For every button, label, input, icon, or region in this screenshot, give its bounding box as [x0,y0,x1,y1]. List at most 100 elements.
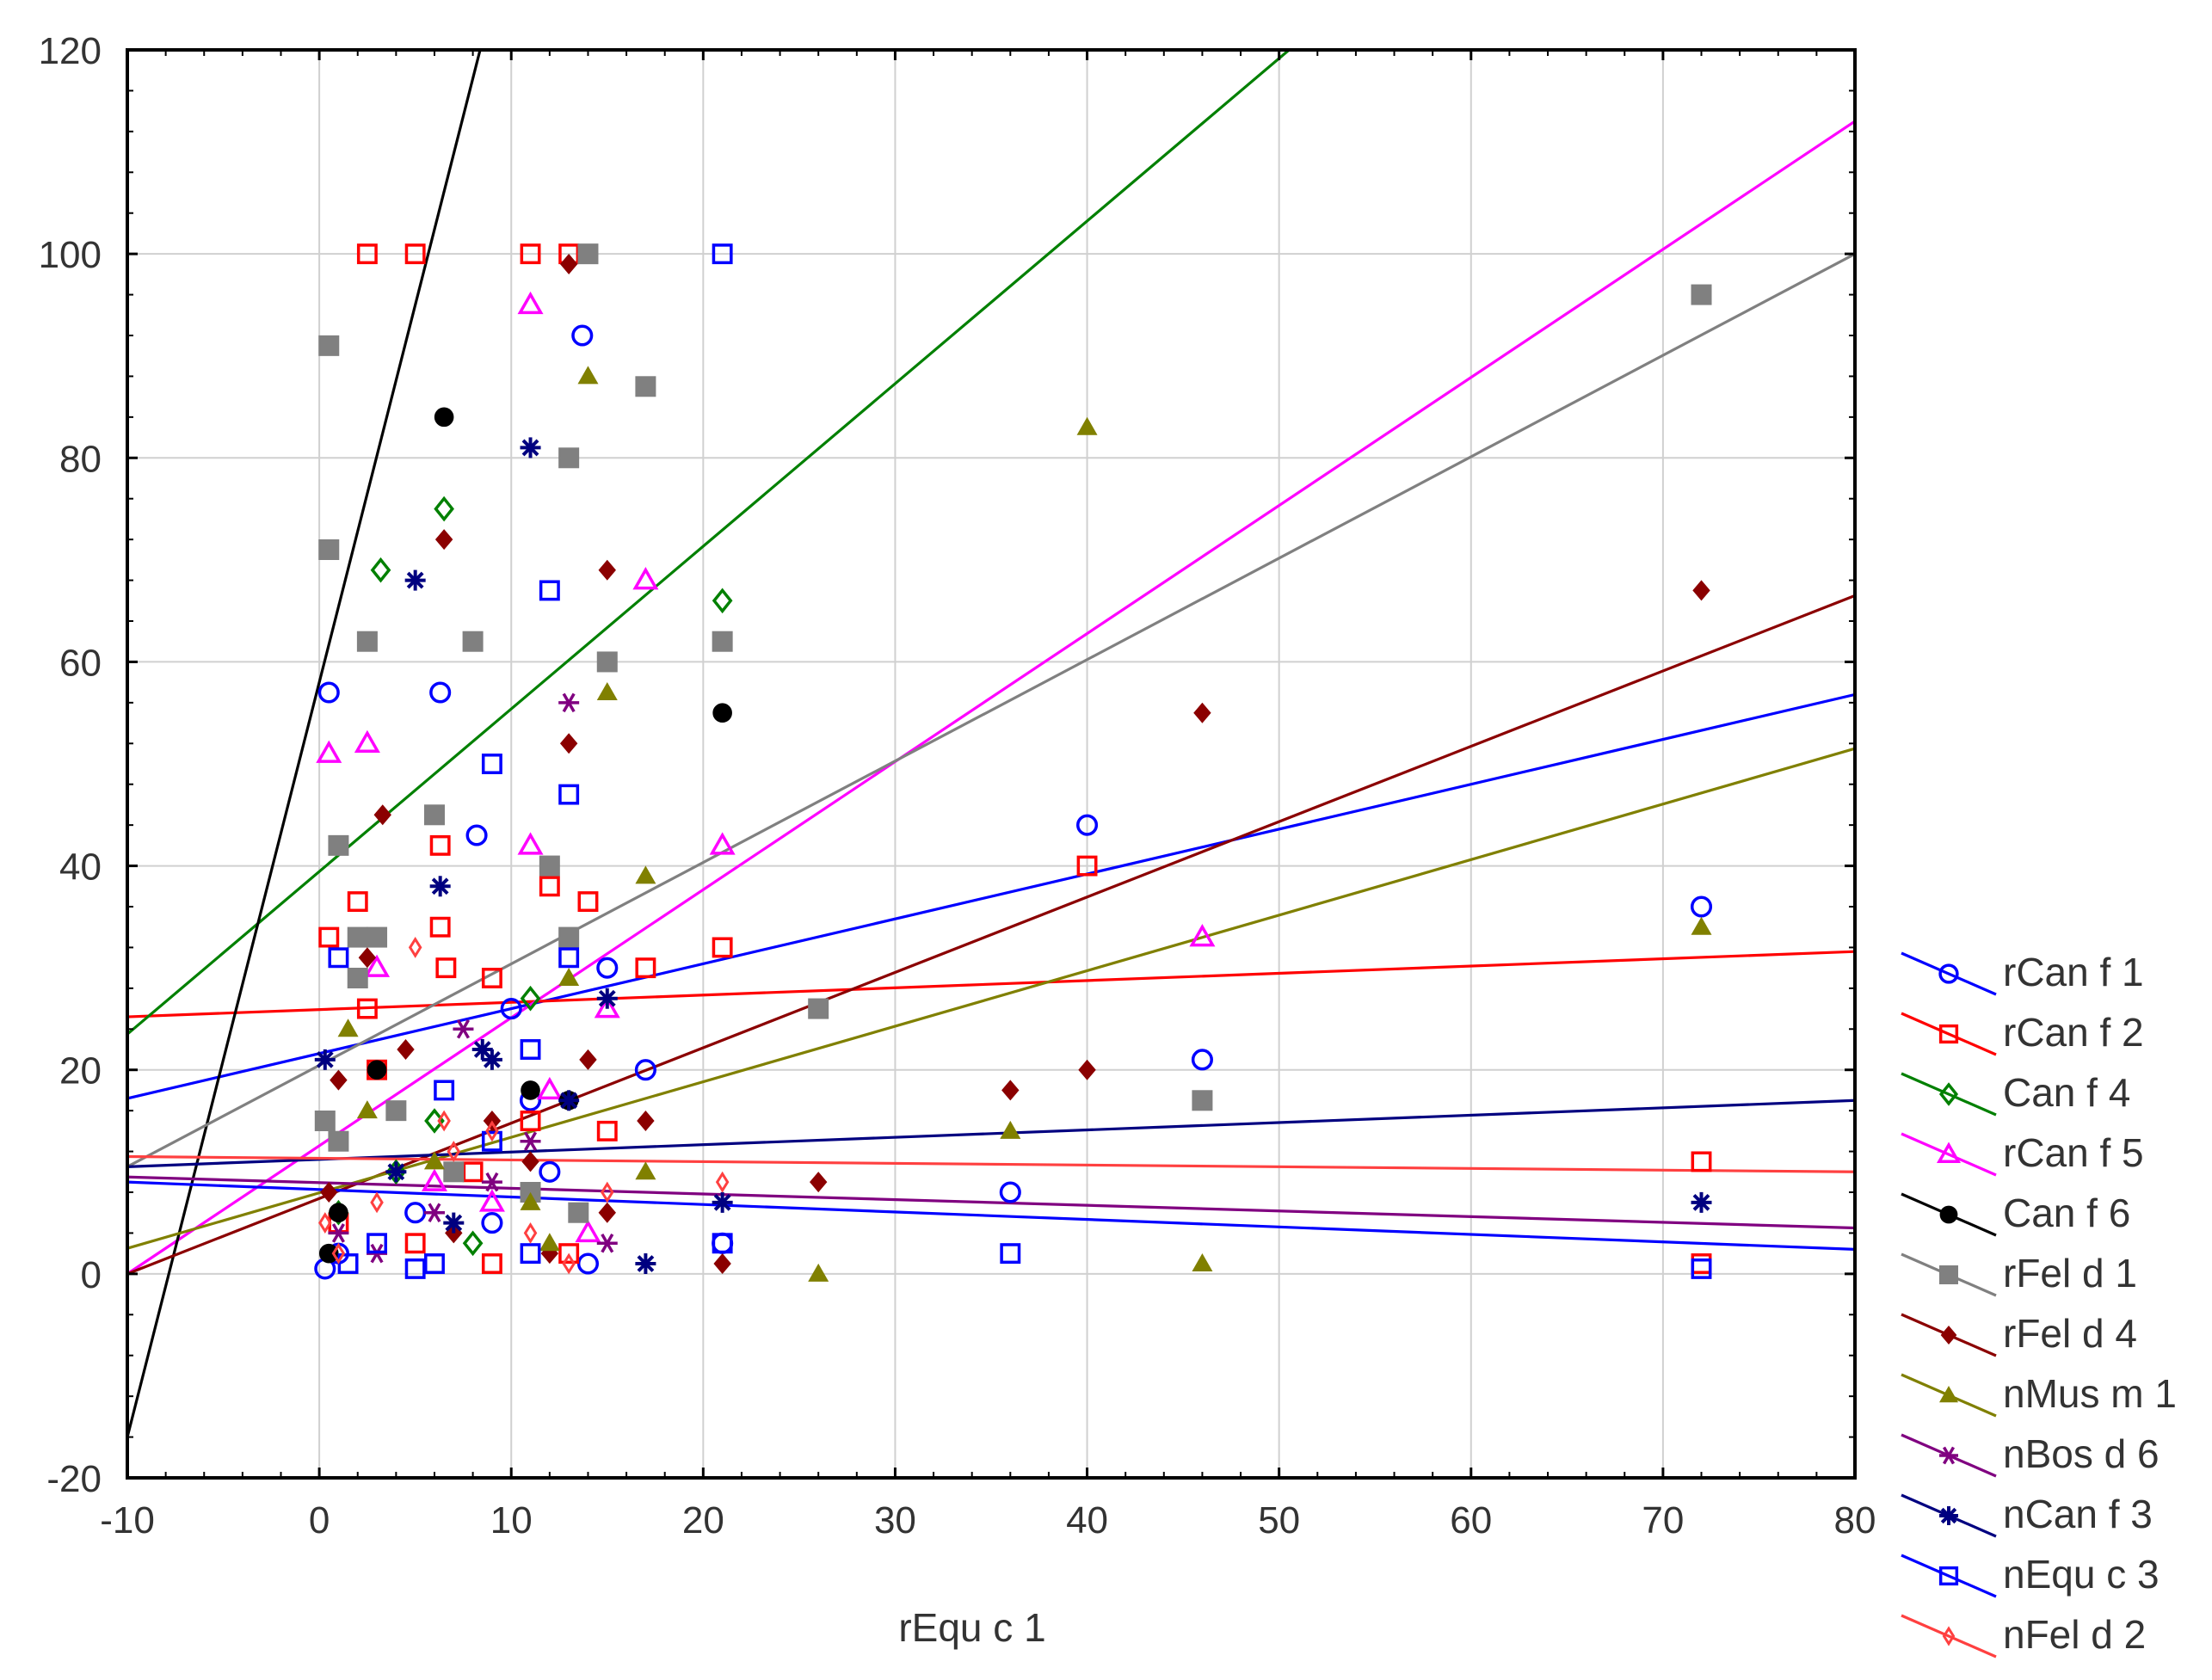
data-point [337,1018,359,1037]
fit-line [127,1098,1855,1168]
data-point [429,681,452,704]
legend-marker [1939,1265,1958,1284]
data-points [314,243,1713,1282]
data-point [347,968,368,988]
data-point [712,1233,733,1254]
legend-label: rCan f 5 [2003,1130,2144,1175]
legend-label: rCan f 2 [2003,1010,2144,1055]
data-point [453,1019,474,1039]
legend-label: nFel d 2 [2003,1612,2146,1657]
data-point [429,876,451,897]
data-point [423,1151,445,1170]
data-point [1076,416,1098,435]
data-point [536,1076,563,1100]
data-point [434,495,454,522]
data-point [601,1181,614,1203]
x-tick-label: 20 [682,1499,724,1542]
data-point [462,1161,484,1183]
data-point [558,968,580,986]
data-point [373,804,391,826]
data-point [558,947,580,969]
data-point [521,1080,540,1100]
data-point [1691,1151,1712,1172]
data-point [462,631,484,652]
data-point [1001,1080,1020,1101]
data-point [330,1069,348,1091]
tick-labels: -10 0 10 20 30 40 50 60 70 80 -20 0 20 40 60 80 100 120 [39,30,1876,1542]
data-point [539,1233,560,1252]
data-point [1691,1258,1712,1279]
data-point [1192,1253,1213,1271]
legend-entry: rCan f 1 [1901,950,2144,996]
data-point [404,569,426,591]
data-point [358,947,377,969]
data-point [356,1100,378,1119]
data-point [443,1212,465,1234]
data-point [635,376,656,397]
legend-marker [1940,1326,1957,1345]
fit-line [127,120,1855,1276]
legend-entry: rFel d 4 [1901,1311,2137,1357]
data-point [423,804,445,826]
data-point [520,1191,541,1210]
legend-marker [1939,1506,1958,1525]
legend-label: Can f 6 [2003,1191,2130,1235]
legend-line [1901,1012,1997,1056]
y-tick-label: 40 [59,846,102,889]
data-point [435,957,457,979]
data-point [808,998,829,1019]
legend-marker [1939,1386,1958,1403]
data-point [328,1223,349,1243]
legend-line [1901,1072,1997,1117]
legend-label: rCan f 1 [2003,950,2144,994]
x-tick-label: 70 [1642,1499,1684,1542]
data-point [712,1191,733,1213]
data-point [712,631,733,652]
data-point [1000,1243,1021,1265]
fit-line [127,1154,1855,1173]
y-tick-label: 20 [59,1050,102,1092]
data-point [558,926,580,948]
x-tick-label: 0 [309,1499,330,1542]
legend-entry: Can f 4 [1901,1070,2130,1117]
data-point [329,1203,348,1223]
data-point [596,1234,618,1253]
data-point [712,937,733,958]
data-point [520,985,541,1012]
data-point [408,936,422,958]
legend-entry: rCan f 2 [1901,1010,2144,1056]
data-point [356,631,378,652]
data-point [635,1253,656,1274]
data-point [596,651,618,673]
data-point [712,588,733,614]
data-point [1692,580,1710,601]
fit-line [127,50,482,1437]
data-point [316,740,342,763]
data-point [478,1189,505,1212]
data-point [1076,814,1099,836]
data-point [314,1049,336,1070]
data-point [521,1151,539,1172]
legend-marker [1938,1566,1959,1586]
legend-entry: nMus m 1 [1901,1371,2177,1418]
fit-line [127,950,1855,1018]
legend-label: nCan f 3 [2003,1492,2153,1536]
y-tick-label: 100 [39,234,102,276]
data-point [539,1160,561,1183]
data-point [635,1161,656,1180]
data-point [1078,1059,1096,1080]
data-point [1690,895,1713,918]
data-point [318,1212,332,1234]
data-point [1192,1090,1213,1111]
data-point [318,335,340,356]
data-point [465,824,488,846]
legend-line [1901,951,1997,996]
data-point [404,1233,426,1254]
data-point [434,529,453,551]
data-point [397,1039,415,1060]
data-point [579,1049,597,1070]
data-point [596,1120,618,1142]
data-point [404,1258,426,1279]
fit-line [127,594,1855,1276]
